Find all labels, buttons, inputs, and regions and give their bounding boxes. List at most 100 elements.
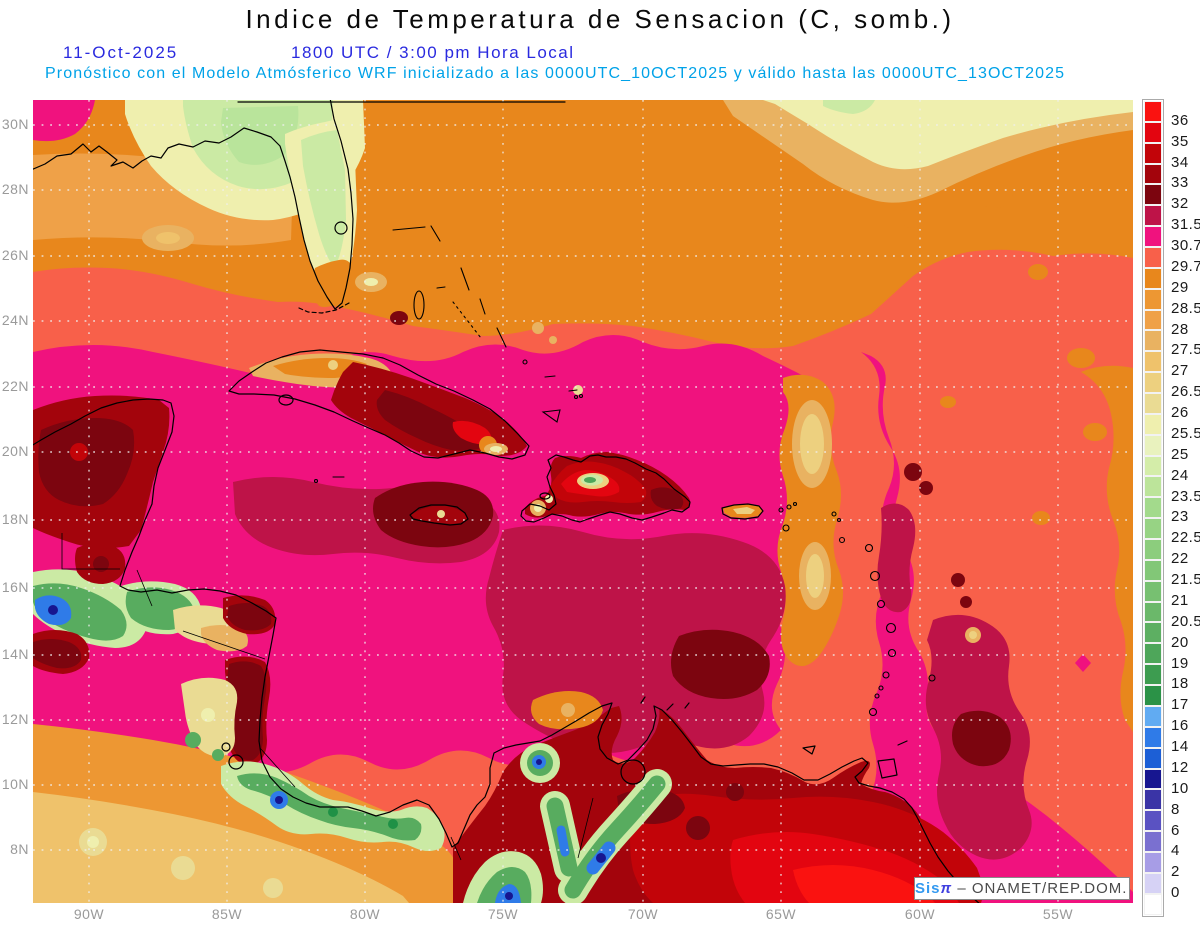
colorbar-value: 8 bbox=[1171, 800, 1180, 818]
lat-label: 8N bbox=[10, 841, 29, 857]
colorbar-cell bbox=[1144, 685, 1162, 706]
forecast-line: Pronóstico con el Modelo Atmósferico WRF… bbox=[45, 65, 1066, 82]
colorbar-cell bbox=[1144, 121, 1162, 143]
date-label: 11-Oct-2025 bbox=[63, 43, 179, 62]
colorbar-cell bbox=[1144, 267, 1162, 289]
lon-label: 70W bbox=[627, 906, 659, 922]
colorbar-value: 23.5 bbox=[1171, 487, 1200, 505]
colorbar-cell bbox=[1144, 580, 1162, 602]
colorbar-value: 20.5 bbox=[1171, 612, 1200, 630]
colorbar-value: 21.5 bbox=[1171, 571, 1200, 589]
colorbar-value: 22 bbox=[1171, 550, 1189, 568]
colorbar-value: 27 bbox=[1171, 362, 1189, 380]
colorbar-cell bbox=[1144, 664, 1162, 686]
lon-label: 85W bbox=[211, 906, 243, 922]
time-label: 1800 UTC / 3:00 pm Hora Local bbox=[291, 43, 575, 62]
heat-field bbox=[33, 100, 1133, 905]
colorbar-cell bbox=[1144, 288, 1162, 310]
colorbar-cell bbox=[1144, 455, 1162, 477]
coastlines bbox=[30, 97, 982, 906]
colorbar-value: 12 bbox=[1171, 758, 1189, 776]
watermark-text: – ONAMET/REP.DOM. bbox=[957, 880, 1128, 897]
colorbar-cell bbox=[1144, 142, 1162, 164]
country-borders bbox=[61, 533, 594, 861]
colorbar-value: 27.5 bbox=[1171, 341, 1200, 359]
small-islands bbox=[313, 225, 936, 717]
colorbar-value: 30.7 bbox=[1171, 237, 1200, 255]
colorbar-cell bbox=[1144, 768, 1162, 790]
colorbar-cell bbox=[1144, 309, 1162, 331]
lon-label: 75W bbox=[487, 906, 519, 922]
lat-label: 30N bbox=[1, 116, 29, 132]
colorbar-value: 6 bbox=[1171, 821, 1180, 839]
colorbar-value: 28.5 bbox=[1171, 299, 1200, 317]
colorbar-value: 25 bbox=[1171, 445, 1189, 463]
colorbar-value: 28 bbox=[1171, 320, 1189, 338]
lat-label: 24N bbox=[1, 312, 29, 328]
temperature-colorbar bbox=[1142, 99, 1164, 917]
colorbar-value: 23 bbox=[1171, 508, 1189, 526]
colorbar-cell bbox=[1144, 622, 1162, 644]
colorbar-cell bbox=[1144, 163, 1162, 185]
colorbar-cell bbox=[1144, 893, 1162, 915]
colorbar-cell bbox=[1144, 226, 1162, 248]
colorbar-cell bbox=[1144, 789, 1162, 811]
lon-label: 60W bbox=[904, 906, 936, 922]
colorbar-value: 36 bbox=[1171, 111, 1189, 129]
lon-label: 90W bbox=[73, 906, 105, 922]
colorbar-cell bbox=[1144, 184, 1162, 206]
colorbar-cell bbox=[1144, 747, 1162, 769]
colorbar-value: 34 bbox=[1171, 153, 1189, 171]
heat-index-map bbox=[30, 97, 1133, 906]
colorbar-value: 4 bbox=[1171, 842, 1180, 860]
watermark-brand: Sis bbox=[915, 880, 941, 897]
colorbar-value: 33 bbox=[1171, 174, 1189, 192]
lat-label: 16N bbox=[1, 579, 29, 595]
colorbar-cell bbox=[1144, 872, 1162, 894]
lat-label: 18N bbox=[1, 511, 29, 527]
colorbar-cell bbox=[1144, 518, 1162, 540]
lat-label: 12N bbox=[1, 711, 29, 727]
colorbar-cell bbox=[1144, 247, 1162, 268]
colorbar-value: 24 bbox=[1171, 466, 1189, 484]
colorbar-value: 26.5 bbox=[1171, 383, 1200, 401]
colorbar-cell bbox=[1144, 330, 1162, 352]
colorbar-value: 10 bbox=[1171, 779, 1189, 797]
colorbar-value: 16 bbox=[1171, 717, 1189, 735]
colorbar-cell bbox=[1144, 351, 1162, 373]
page-title: Indice de Temperatura de Sensacion (C, s… bbox=[245, 4, 955, 34]
colorbar-cell bbox=[1144, 497, 1162, 519]
colorbar-value: 29.7 bbox=[1171, 257, 1200, 275]
lat-label: 20N bbox=[1, 443, 29, 459]
colorbar-value: 14 bbox=[1171, 738, 1189, 756]
colorbar-cell bbox=[1144, 726, 1162, 748]
colorbar-value: 18 bbox=[1171, 675, 1189, 693]
colorbar-value: 2 bbox=[1171, 863, 1180, 881]
colorbar-cell bbox=[1144, 601, 1162, 623]
datetime-line: 11-Oct-2025 1800 UTC / 3:00 pm Hora Loca… bbox=[0, 43, 1200, 63]
lat-label: 22N bbox=[1, 378, 29, 394]
colorbar-cell bbox=[1144, 413, 1162, 435]
colorbar-value: 19 bbox=[1171, 654, 1189, 672]
colorbar-cell bbox=[1144, 643, 1162, 665]
lat-label: 28N bbox=[1, 181, 29, 197]
colorbar-value: 22.5 bbox=[1171, 529, 1200, 547]
pi-icon: π bbox=[940, 880, 953, 897]
colorbar-cell bbox=[1144, 372, 1162, 394]
colorbar-value: 17 bbox=[1171, 696, 1189, 714]
lon-label: 55W bbox=[1042, 906, 1074, 922]
colorbar-cell bbox=[1144, 810, 1162, 832]
lon-label: 65W bbox=[765, 906, 797, 922]
colorbar-cell bbox=[1144, 205, 1162, 227]
colorbar-cell bbox=[1144, 101, 1162, 122]
colorbar-cell bbox=[1144, 476, 1162, 498]
lon-label: 80W bbox=[349, 906, 381, 922]
colorbar-value: 25.5 bbox=[1171, 424, 1200, 442]
colorbar-value: 31.5 bbox=[1171, 216, 1200, 234]
colorbar-value: 26 bbox=[1171, 404, 1189, 422]
colorbar-value: 35 bbox=[1171, 132, 1189, 150]
colorbar-value: 32 bbox=[1171, 195, 1189, 213]
colorbar-cell bbox=[1144, 559, 1162, 581]
colorbar-cell bbox=[1144, 393, 1162, 414]
